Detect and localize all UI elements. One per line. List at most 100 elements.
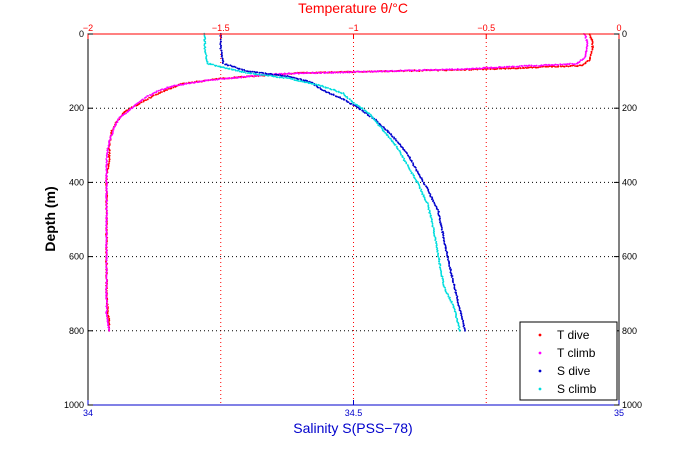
data-point-t-climb xyxy=(475,67,478,70)
data-point-t-climb xyxy=(106,257,108,260)
data-point-t-climb xyxy=(105,252,108,255)
data-point-s-climb xyxy=(420,188,423,191)
data-point-t-climb xyxy=(299,72,302,74)
data-point-t-climb xyxy=(520,64,523,67)
data-point-s-dive xyxy=(444,244,447,247)
data-point-t-climb xyxy=(339,71,342,74)
data-point-s-climb xyxy=(402,156,404,159)
data-point-t-climb xyxy=(401,69,404,72)
data-point-t-climb xyxy=(105,222,108,225)
data-point-t-climb xyxy=(192,81,194,84)
data-point-s-climb xyxy=(365,110,368,113)
data-point-t-dive xyxy=(536,66,539,69)
data-point-s-dive xyxy=(294,77,296,79)
data-point-s-dive xyxy=(388,132,391,135)
data-point-t-climb xyxy=(583,57,586,59)
temperature-tick-label: −0.5 xyxy=(477,23,495,33)
data-point-t-dive xyxy=(108,149,111,152)
data-point-s-climb xyxy=(268,74,271,77)
data-point-s-dive xyxy=(340,97,343,100)
data-point-t-climb xyxy=(352,70,355,73)
data-point-t-climb xyxy=(105,290,108,292)
data-point-s-climb xyxy=(245,72,247,74)
data-point-s-climb xyxy=(409,170,412,173)
data-point-t-climb xyxy=(282,73,285,75)
data-point-s-dive xyxy=(391,135,394,138)
data-point-t-climb xyxy=(447,68,450,71)
legend-marker-t-dive xyxy=(538,333,542,337)
data-point-s-climb xyxy=(433,235,436,238)
data-point-s-dive xyxy=(464,329,466,332)
data-point-t-climb xyxy=(585,47,588,50)
data-point-t-climb xyxy=(306,71,309,74)
data-point-t-climb xyxy=(510,66,513,68)
data-point-t-climb xyxy=(105,239,108,242)
data-point-s-climb xyxy=(210,63,213,66)
data-point-s-dive xyxy=(450,273,453,275)
data-point-t-climb xyxy=(244,76,247,78)
data-point-s-dive xyxy=(458,307,461,310)
data-point-t-climb xyxy=(297,73,300,75)
data-point-s-dive xyxy=(394,138,397,140)
data-point-t-climb xyxy=(357,70,360,73)
data-point-s-climb xyxy=(412,173,414,176)
data-point-s-climb xyxy=(457,327,460,330)
data-point-t-climb xyxy=(105,276,108,278)
data-point-t-climb xyxy=(421,69,423,72)
data-point-s-climb xyxy=(431,219,433,221)
data-point-t-climb xyxy=(105,154,108,157)
legend-label-t-dive: T dive xyxy=(557,328,590,342)
depth-axis-title: Depth (m) xyxy=(42,186,58,251)
data-point-s-climb xyxy=(383,130,385,133)
data-point-s-climb xyxy=(457,325,460,327)
data-point-s-dive xyxy=(455,294,458,296)
data-point-t-climb xyxy=(575,62,578,65)
data-point-s-climb xyxy=(447,295,450,298)
temperature-tick-label: −2 xyxy=(83,23,93,33)
data-point-t-dive xyxy=(167,88,170,90)
data-point-t-climb xyxy=(187,82,190,85)
data-point-t-climb xyxy=(106,217,108,220)
legend-marker-t-climb xyxy=(538,351,542,355)
data-point-s-dive xyxy=(434,204,437,207)
data-point-s-climb xyxy=(346,96,348,98)
data-point-s-climb xyxy=(219,66,222,69)
data-point-t-climb xyxy=(434,68,437,71)
data-point-t-climb xyxy=(438,69,440,71)
data-point-t-climb xyxy=(337,71,339,74)
data-point-s-dive xyxy=(359,108,362,111)
data-point-s-dive xyxy=(393,137,395,140)
data-point-t-climb xyxy=(105,224,108,227)
data-point-s-dive xyxy=(456,299,459,302)
data-point-s-dive xyxy=(231,65,234,68)
data-point-s-climb xyxy=(349,98,351,101)
data-point-s-climb xyxy=(408,168,411,171)
data-point-t-dive xyxy=(499,67,501,70)
data-point-s-climb xyxy=(250,72,253,75)
data-point-t-dive xyxy=(590,52,593,54)
data-point-t-climb xyxy=(240,76,243,79)
data-point-s-climb xyxy=(384,132,387,134)
data-point-t-climb xyxy=(105,294,107,296)
data-point-s-climb xyxy=(256,73,259,76)
data-point-s-climb xyxy=(290,78,292,80)
data-point-s-climb xyxy=(361,108,364,110)
data-point-s-dive xyxy=(423,183,426,186)
data-point-t-climb xyxy=(411,69,414,72)
legend-item-t-climb: T climb xyxy=(538,346,596,360)
data-point-t-climb xyxy=(105,244,107,247)
data-point-s-climb xyxy=(431,221,434,223)
data-point-s-climb xyxy=(431,222,434,225)
data-point-s-dive xyxy=(410,160,413,163)
data-point-t-climb xyxy=(105,203,108,206)
data-point-s-climb xyxy=(431,225,434,228)
data-point-s-climb xyxy=(278,76,281,79)
data-point-t-dive xyxy=(521,67,524,69)
data-point-s-dive xyxy=(395,139,398,142)
data-point-s-climb xyxy=(204,40,207,43)
data-point-s-dive xyxy=(438,210,440,213)
data-point-s-climb xyxy=(427,202,429,205)
data-point-t-climb xyxy=(445,68,448,71)
data-point-s-climb xyxy=(306,81,308,84)
data-point-s-dive xyxy=(277,74,280,76)
